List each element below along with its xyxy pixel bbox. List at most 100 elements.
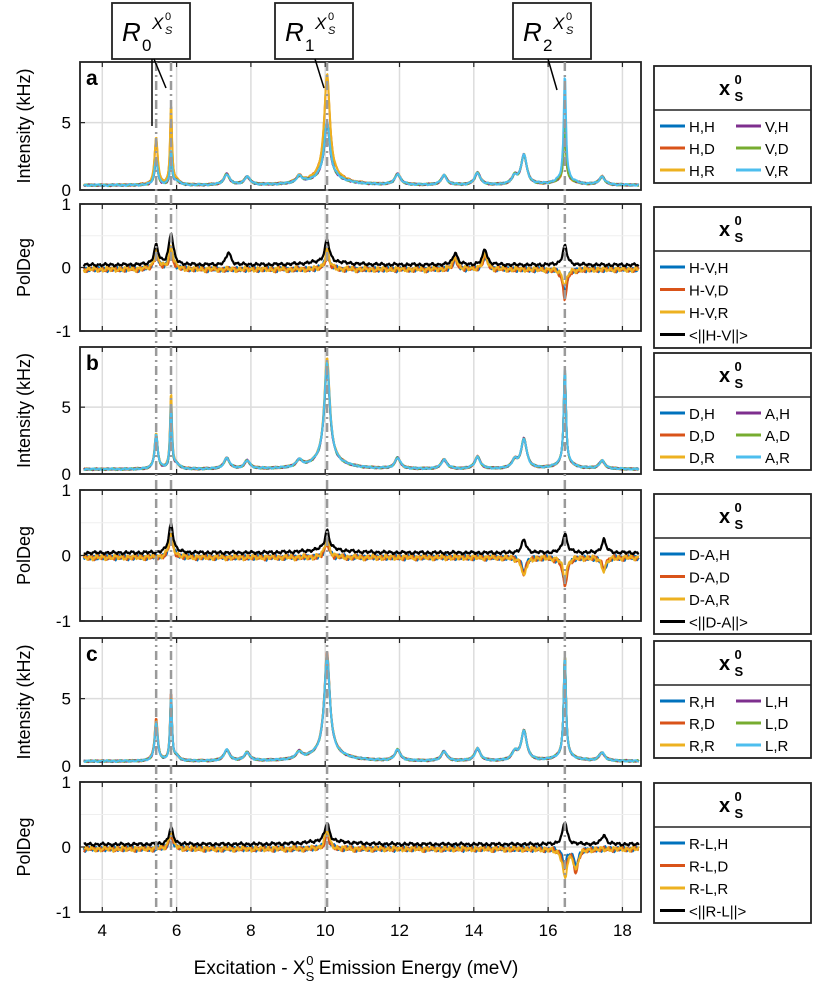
series-line-D-A-R xyxy=(82,532,640,581)
resonance-sup-sub: S xyxy=(165,25,173,37)
resonance-sup-sub: S xyxy=(566,25,574,37)
y-tick-label: 0 xyxy=(62,465,71,484)
legend-entry: A,D xyxy=(765,428,790,445)
legend-entry: <||R-L||> xyxy=(689,904,747,921)
legend-title-sup: 0 xyxy=(735,647,742,662)
axes-box xyxy=(79,346,642,475)
legend-entry: D-A,R xyxy=(689,592,730,609)
legend-2: x S 0 H-V,H H-V,D H-V,R <||H-V||> xyxy=(653,206,812,349)
legend-title: x xyxy=(719,653,730,675)
x-tick-label: 10 xyxy=(316,921,335,940)
series-line-A-R xyxy=(83,361,640,472)
legend-title-sub: S xyxy=(735,517,744,532)
series-line-H-R xyxy=(83,73,640,187)
legend-entry: H,D xyxy=(689,141,715,158)
y-tick-label: -1 xyxy=(56,322,71,341)
resonance-box xyxy=(512,2,592,60)
legend-entry: D,R xyxy=(689,450,715,467)
y-tick-label: 1 xyxy=(62,773,71,792)
panel-label: a xyxy=(86,67,98,90)
series-line-R-D xyxy=(83,651,640,763)
y-tick-label: 0 xyxy=(62,757,71,776)
series-line-D-R xyxy=(82,357,639,472)
legend-box xyxy=(653,206,812,349)
legend-title-sub: S xyxy=(735,806,744,821)
legend-title-sup: 0 xyxy=(735,213,742,228)
legend-6: x S 0 R-L,H R-L,D R-L,R <||R-L||> xyxy=(653,782,812,924)
y-tick-label: 0 xyxy=(62,547,71,566)
legend-entry: H-V,D xyxy=(689,283,729,300)
resonance-sup-sup: 0 xyxy=(566,11,572,23)
legend-entry: D-A,D xyxy=(689,570,730,587)
resonance-sup-sub: S xyxy=(328,25,336,37)
resonance-sup: X xyxy=(314,14,327,33)
legend-entry: L,R xyxy=(765,738,789,755)
y-tick-label: 0 xyxy=(62,181,71,200)
axes-box xyxy=(79,637,642,767)
resonance-sup-sup: 0 xyxy=(165,11,171,23)
y-axis-label: PolDeg xyxy=(14,238,34,297)
legend-title: x xyxy=(719,78,730,100)
resonance-sup-sup: 0 xyxy=(328,11,334,23)
legend-title: x xyxy=(719,365,730,387)
x-tick-label: 4 xyxy=(98,921,107,940)
legend-box xyxy=(653,493,812,635)
legend-entry: R,H xyxy=(689,694,715,711)
legend-title-sup: 0 xyxy=(735,789,742,804)
y-tick-label: 0 xyxy=(62,838,71,857)
resonance-label-1: R 1X S 0 xyxy=(274,2,354,60)
legend-entry: H,H xyxy=(689,119,715,136)
panel-5: 0 5 Intensity (kHz) c xyxy=(14,637,642,776)
legend-entry: R,D xyxy=(689,716,715,733)
y-axis-label: PolDeg xyxy=(14,526,34,585)
resonance-label-0: R 0X S0 xyxy=(111,2,191,60)
series-line--H-V- xyxy=(82,232,640,268)
legend-title-sub: S xyxy=(735,376,744,391)
series-line-L-H xyxy=(83,659,640,764)
panel-1: 0 5 Intensity (kHz) a xyxy=(14,61,642,200)
y-axis-label: Intensity (kHz) xyxy=(14,353,34,468)
legend-entry: R,R xyxy=(689,738,715,755)
x-axis-label: Excitation - XS0 Emission Energy (meV) xyxy=(194,953,519,984)
resonance-pointer xyxy=(547,58,558,91)
series-line-H-V-D xyxy=(83,250,640,302)
series-line-R-L-R xyxy=(83,828,640,879)
legend-title: x xyxy=(719,219,730,241)
series-line-L-D xyxy=(83,656,640,764)
legend-4: x S 0 D-A,H D-A,D D-A,R <||D-A||> xyxy=(653,493,812,635)
y-axis-label: PolDeg xyxy=(14,817,34,876)
resonance-box xyxy=(111,2,191,60)
legend-entry: R-L,R xyxy=(689,881,728,898)
series-line-D-H xyxy=(83,366,640,472)
series-line-L-R xyxy=(83,655,640,764)
legend-title-sub: S xyxy=(735,230,744,245)
panel-3: 0 5 Intensity (kHz) b xyxy=(14,346,642,484)
legend-title: x xyxy=(719,506,730,528)
legend-title-sup: 0 xyxy=(735,359,742,374)
y-axis-label: Intensity (kHz) xyxy=(14,644,34,759)
series-line-H-D xyxy=(83,76,639,187)
series-line-H-V-R xyxy=(82,244,640,286)
legend-entry: <||H-V||> xyxy=(689,328,748,345)
legend-title-sub: S xyxy=(735,664,744,679)
legend-title-sup: 0 xyxy=(735,72,742,87)
x-tick-label: 12 xyxy=(390,921,409,940)
x-tick-label: 18 xyxy=(613,921,632,940)
y-axis-label: Intensity (kHz) xyxy=(14,68,34,183)
series-line-A-H xyxy=(83,366,639,472)
axes-box xyxy=(79,61,642,191)
y-tick-label: 5 xyxy=(62,398,71,417)
panel-label: c xyxy=(86,643,98,666)
series-line-V-R xyxy=(83,77,639,188)
legend-box xyxy=(653,782,812,924)
legend-entry: H-V,R xyxy=(689,305,729,322)
resonance-box xyxy=(274,2,354,60)
series-line-R-R xyxy=(83,655,639,763)
resonance-text: R xyxy=(122,17,141,47)
resonance-label-2: R 2X S 0 xyxy=(512,2,592,60)
legend-entry: H-V,H xyxy=(689,260,728,277)
legend-entry: V,R xyxy=(765,163,789,180)
legend-entry: L,D xyxy=(765,716,789,733)
